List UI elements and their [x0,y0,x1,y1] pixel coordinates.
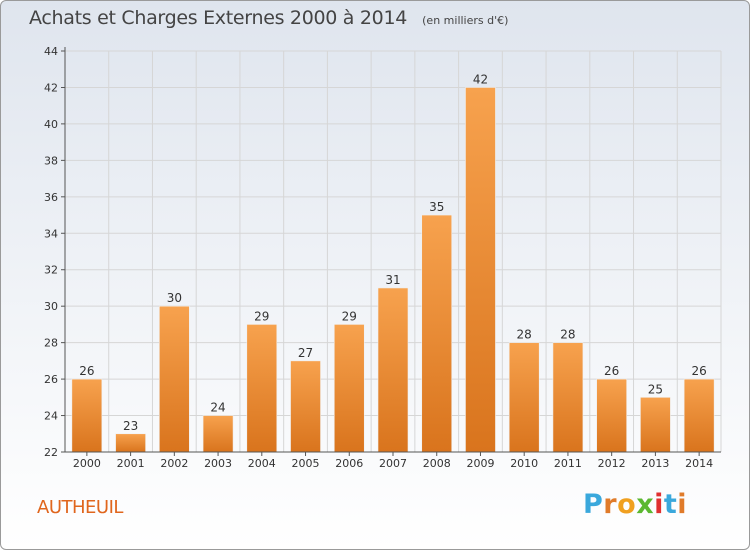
y-tick-label: 28 [44,337,58,350]
bar-2006 [333,324,365,453]
bar-2008 [421,214,453,453]
x-tick-label: 2000 [73,457,101,470]
bar-value-label: 28 [560,328,575,342]
x-tick-label: 2009 [466,457,494,470]
x-tick-label: 2004 [248,457,276,470]
x-tick-label: 2011 [554,457,582,470]
bar-2005 [290,360,321,453]
bar-2013 [640,397,671,453]
bar-2011 [552,342,584,453]
bar-2009 [465,87,496,453]
chart-subtitle: (en milliers d'€) [422,14,509,27]
x-tick-label: 2002 [160,457,188,470]
y-tick-label: 36 [44,191,58,204]
x-tick-label: 2007 [379,457,407,470]
y-tick-label: 26 [44,373,58,386]
logo-letter: o [617,489,637,520]
bar-2004 [246,324,278,453]
bar-2014 [683,378,715,453]
y-tick-label: 40 [44,118,58,131]
bar-value-label: 29 [342,309,357,323]
x-tick-label: 2005 [292,457,320,470]
bar-2012 [596,378,627,453]
commune-name: AUTHEUIL [37,497,123,518]
bar-value-label: 35 [429,200,444,214]
x-tick-label: 2013 [641,457,669,470]
x-tick-label: 2003 [204,457,232,470]
y-tick-label: 44 [44,45,58,58]
bar-value-label: 23 [123,419,138,433]
bars: 26 23 30 24 29 27 29 31 35 42 28 28 26 25 26 [71,72,715,453]
logo-letter: P [583,489,604,520]
bar-2010 [508,342,540,453]
bar-2002 [159,305,190,453]
bar-2000 [71,378,103,453]
logo-letter: r [603,489,618,520]
chart-title: Achats et Charges Externes 2000 à 2014 [29,7,408,29]
bar-value-label: 26 [604,364,619,378]
bar-2003 [202,415,234,453]
x-tick-label: 2012 [598,457,626,470]
logo-letter: x [636,489,655,520]
bar-value-label: 29 [254,309,269,323]
chart-title-row: Achats et Charges Externes 2000 à 2014 (… [29,7,508,29]
bar-value-label: 28 [517,328,532,342]
logo-letter: i [677,489,688,520]
bar-value-label: 31 [385,273,400,287]
bar-value-label: 30 [167,291,182,305]
logo-letter: i [654,489,664,520]
bar-value-label: 27 [298,346,313,360]
x-tick-label: 2001 [117,457,145,470]
bar-value-label: 24 [210,401,225,415]
x-tick-label: 2014 [685,457,713,470]
bar-value-label: 26 [691,364,706,378]
y-tick-label: 22 [44,446,58,459]
x-tick-label: 2008 [423,457,451,470]
y-tick-label: 32 [44,264,58,277]
bar-value-label: 42 [473,72,488,86]
x-tick-label: 2006 [335,457,363,470]
bar-2007 [377,287,409,453]
x-tick-label: 2010 [510,457,538,470]
y-tick-label: 34 [44,227,58,240]
bar-value-label: 25 [648,382,663,396]
proxiti-logo: Proxiti [583,489,687,520]
y-tick-label: 24 [44,410,58,423]
y-tick-label: 38 [44,154,58,167]
logo-letter: t [663,489,678,520]
y-tick-label: 42 [44,81,58,94]
y-tick-label: 30 [44,300,58,313]
axes: 22 24 26 28 30 32 34 36 38 40 42 44 2000 2001 2002 2003… [44,45,721,470]
bar-2001 [115,433,146,453]
bar-value-label: 26 [79,364,94,378]
